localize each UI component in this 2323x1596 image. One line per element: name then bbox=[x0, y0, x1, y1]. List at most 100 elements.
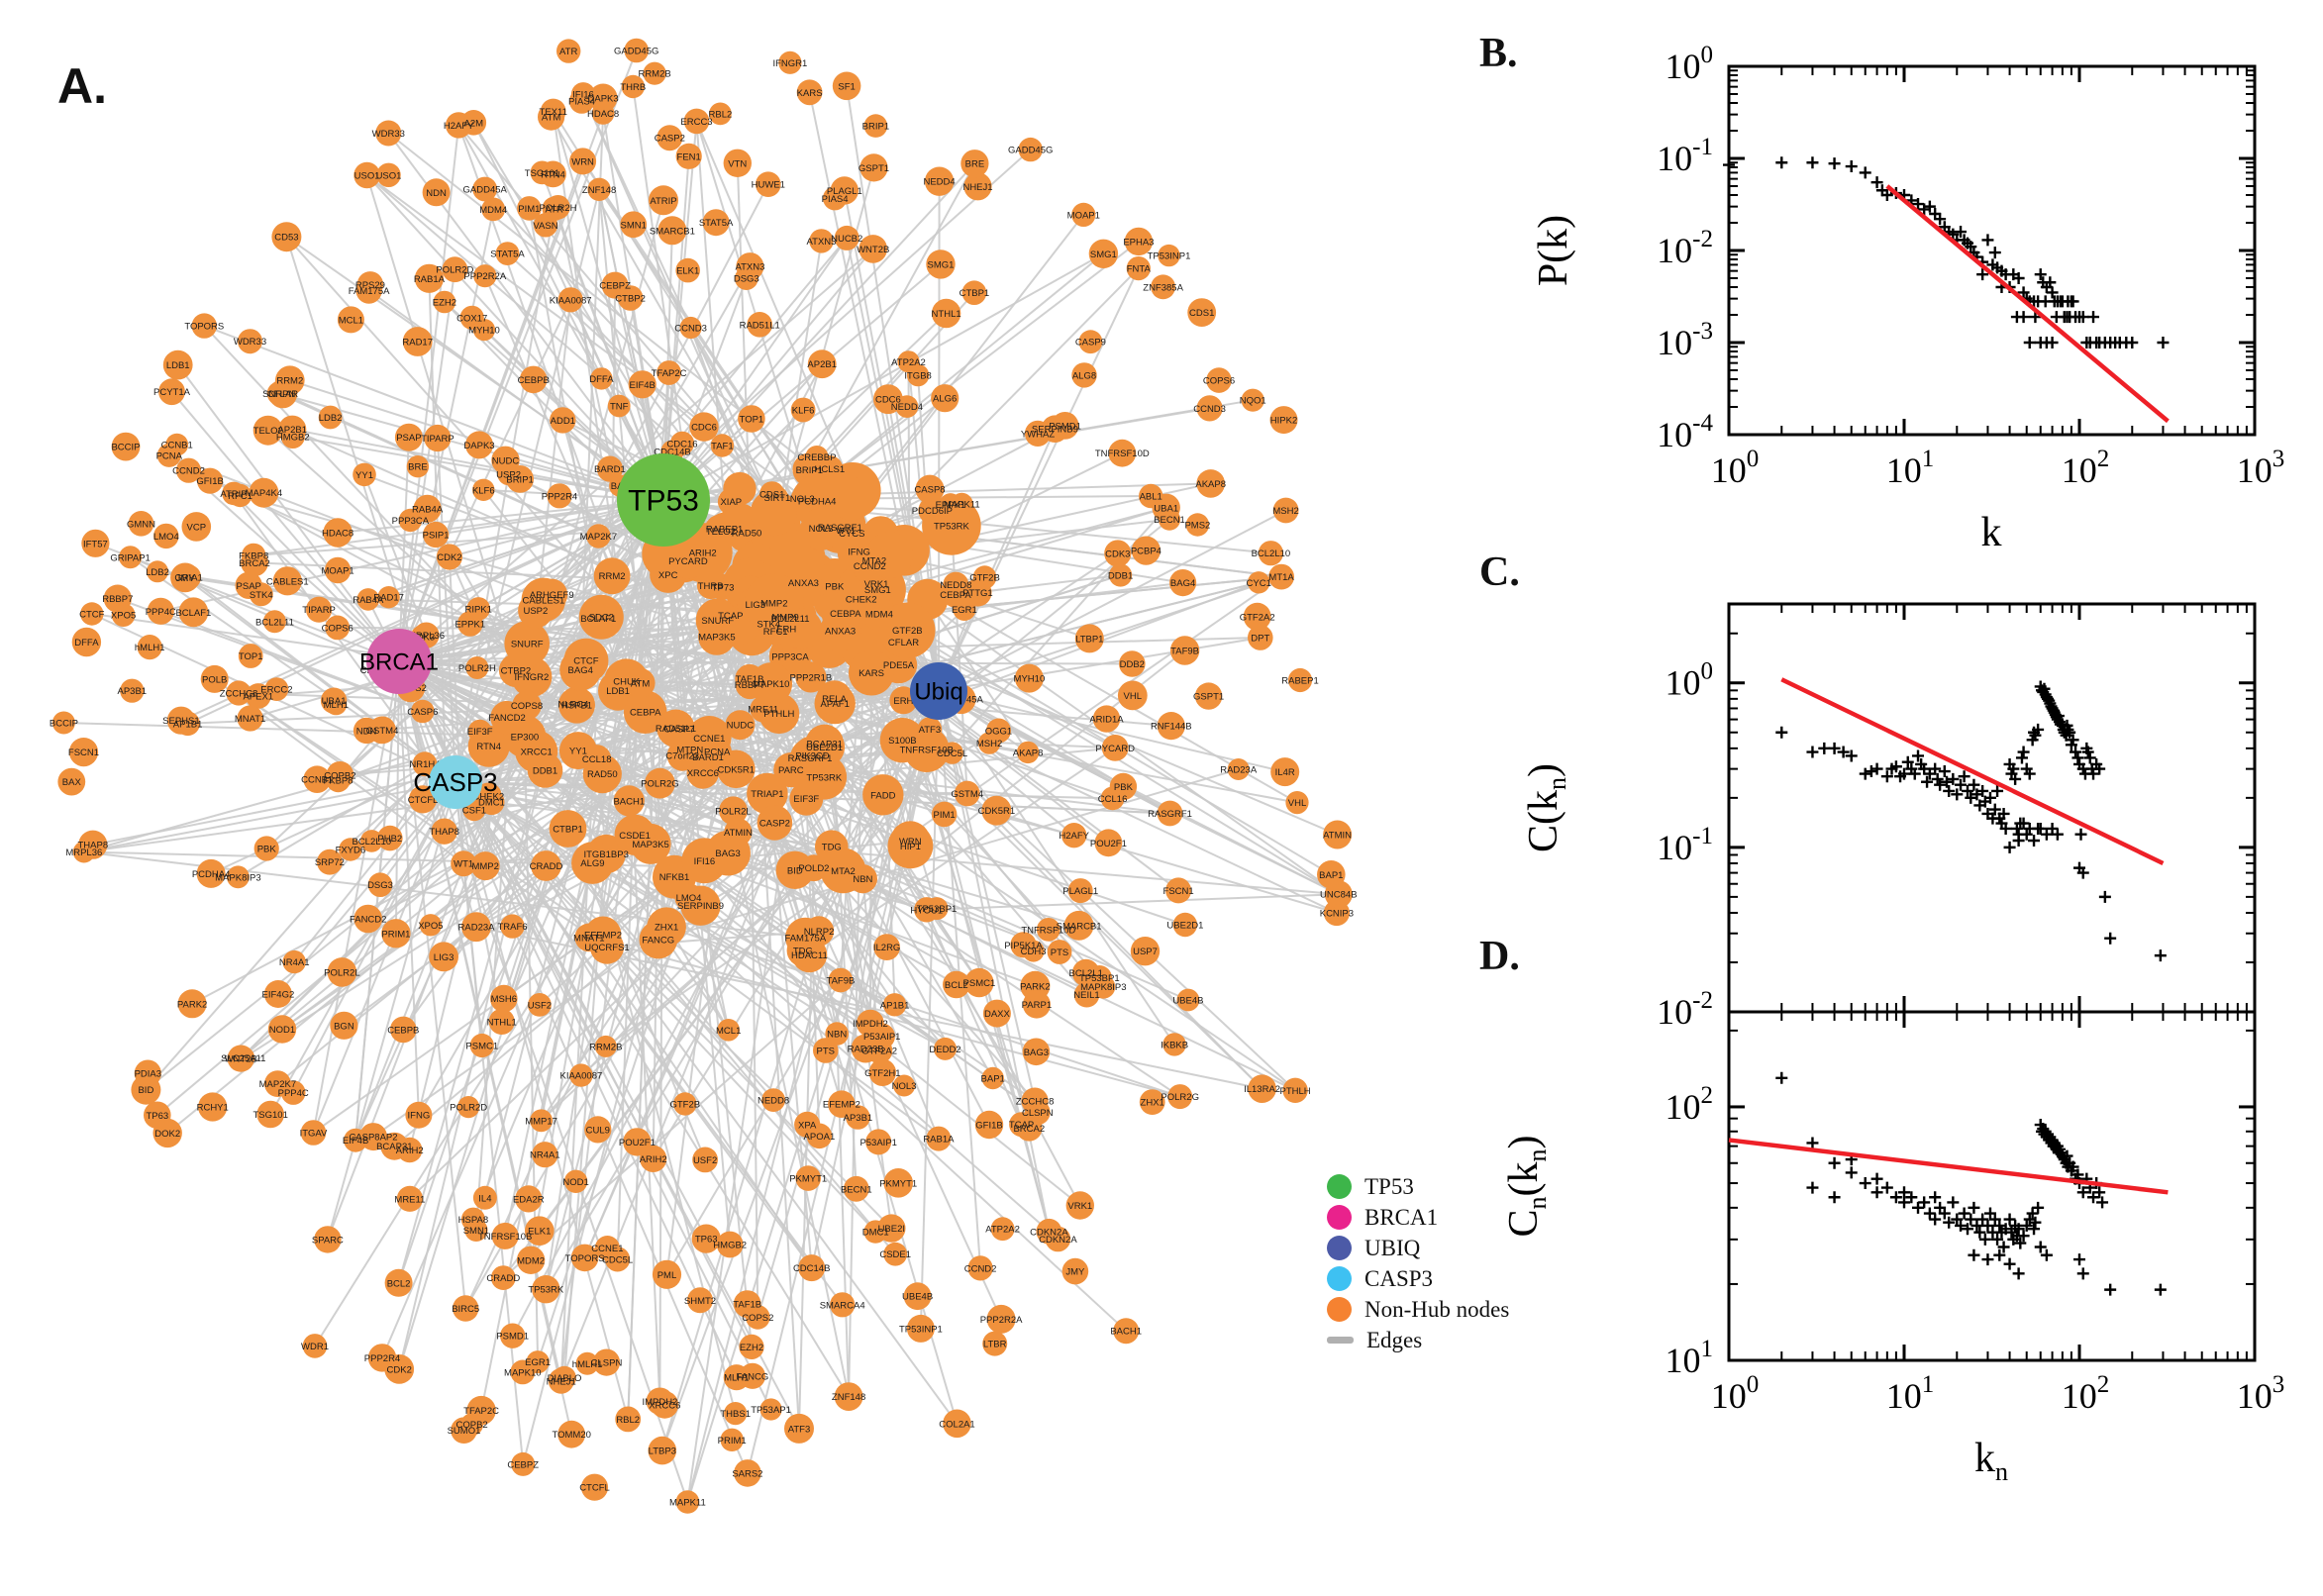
network-node bbox=[849, 649, 894, 696]
network-node-label: UBA1 bbox=[1154, 503, 1178, 514]
network-node-label: FKBP8 bbox=[323, 776, 353, 787]
network-node bbox=[1194, 682, 1223, 710]
network-node-label: PKMYT1 bbox=[879, 1178, 917, 1189]
network-node-label: CEBPB bbox=[518, 375, 550, 386]
network-node-label: CTBP2 bbox=[501, 666, 532, 677]
network-node bbox=[895, 395, 919, 418]
network-node-label: AP2B1 bbox=[807, 359, 837, 370]
network-node bbox=[757, 805, 793, 841]
network-node bbox=[356, 588, 380, 611]
network-node-label: PIM1 bbox=[518, 204, 540, 215]
network-node-label: TIPARP bbox=[302, 605, 336, 616]
network-node-label: SMN1 bbox=[620, 220, 646, 231]
network-node bbox=[457, 1096, 480, 1119]
network-node-label: SDC2 bbox=[589, 613, 614, 624]
network-node-label: MSH6 bbox=[491, 994, 517, 1005]
network-node-label: RELA bbox=[822, 694, 847, 705]
network-node-label: RASGRF1 bbox=[788, 753, 833, 764]
network-node-label: EIF4B bbox=[629, 380, 655, 391]
network-node-label: DPT bbox=[1251, 634, 1269, 645]
network-node-label: HYOU1 bbox=[910, 905, 943, 916]
network-node-label: PBK bbox=[825, 581, 845, 592]
network-node bbox=[238, 644, 263, 668]
network-node-label: MMP2 bbox=[760, 599, 787, 610]
network-node bbox=[353, 717, 380, 745]
network-node-label: H2AFY bbox=[1059, 831, 1089, 842]
network-node-label: TP53RK bbox=[528, 1285, 564, 1296]
network-node bbox=[556, 39, 581, 63]
network-node-label: BID bbox=[138, 1085, 153, 1096]
network-node bbox=[1187, 298, 1217, 327]
network-node-label: WT1 bbox=[454, 859, 473, 870]
network-node-label: DSG3 bbox=[367, 880, 393, 891]
svg-text:101: 101 bbox=[1666, 1336, 1714, 1380]
network-node-label: PDIA3 bbox=[135, 1069, 161, 1080]
network-node-label: CYC1 bbox=[1247, 578, 1271, 589]
network-node-label: PCBP4 bbox=[1131, 547, 1162, 557]
network-node-label: THAP8 bbox=[429, 827, 459, 838]
network-node bbox=[1088, 239, 1119, 268]
network-node-label: VTN bbox=[728, 158, 747, 169]
network-node-label: PSMC1 bbox=[963, 978, 996, 989]
network-node-label: RABEP1 bbox=[706, 524, 744, 535]
network-node-label: UNC84B bbox=[1320, 890, 1358, 901]
network-node bbox=[491, 1222, 519, 1249]
network-node bbox=[794, 1111, 821, 1138]
network-node-label: ERH bbox=[893, 696, 913, 707]
network-node bbox=[834, 1382, 863, 1411]
network-node bbox=[1065, 1191, 1095, 1220]
network-node bbox=[800, 507, 844, 550]
network-node-label: ERCC2 bbox=[260, 685, 292, 696]
network-node bbox=[71, 627, 102, 657]
network-node-label: BAG4 bbox=[568, 665, 593, 676]
network-node bbox=[649, 185, 678, 216]
network-node-label: COPS6 bbox=[1203, 376, 1235, 387]
network-node-label: PPP4C bbox=[278, 1088, 309, 1099]
network-node-label: TP53RK bbox=[934, 521, 970, 532]
network-node-label: PSMD1 bbox=[496, 1332, 529, 1343]
network-node-label: TFAP2C bbox=[463, 1406, 499, 1417]
network-node bbox=[628, 370, 656, 399]
network-node bbox=[719, 503, 760, 545]
network-node-label: SMG1 bbox=[1090, 249, 1117, 260]
network-node bbox=[460, 110, 487, 136]
network-node-label: NEIL1 bbox=[1073, 990, 1099, 1001]
network-node bbox=[356, 271, 384, 298]
network-node bbox=[262, 610, 286, 634]
network-node-label: ATP2A2 bbox=[891, 357, 926, 368]
network-node bbox=[926, 1126, 952, 1151]
network-node-label: PCYT1A bbox=[153, 387, 191, 398]
network-node-label: PBK bbox=[257, 845, 277, 855]
network-node bbox=[396, 1185, 423, 1212]
network-node bbox=[436, 544, 462, 570]
network-node-label: HSPA8 bbox=[458, 1215, 488, 1226]
hub-node-tp53: TP53 bbox=[617, 453, 710, 547]
hub-node-casp3: CASP3 bbox=[413, 755, 498, 809]
network-node bbox=[226, 680, 252, 706]
network-node bbox=[429, 942, 458, 972]
network-node bbox=[119, 546, 143, 569]
svg-text:10-4: 10-4 bbox=[1657, 410, 1713, 454]
network-node-label: ATM bbox=[631, 678, 650, 689]
network-node bbox=[725, 710, 756, 741]
legend-label: TP53 bbox=[1364, 1173, 1414, 1199]
network-node-label: CDC14B bbox=[654, 448, 691, 458]
network-node-label: NLRC4 bbox=[557, 700, 588, 711]
network-node bbox=[1119, 650, 1146, 677]
network-node-label: POLR2H bbox=[539, 203, 576, 214]
network-node bbox=[786, 934, 820, 967]
network-node bbox=[120, 678, 145, 703]
network-node-label: FANCG bbox=[737, 1371, 769, 1382]
network-node bbox=[1014, 663, 1044, 693]
network-node-label: PRIM1 bbox=[718, 1436, 747, 1446]
network-node-label: DMC1 bbox=[478, 798, 505, 809]
svg-text:kn​: kn​ bbox=[1974, 1436, 2008, 1486]
network-node-label: ATMIN bbox=[724, 828, 753, 839]
network-node-label: PPP4C bbox=[146, 607, 176, 618]
network-node-label: MLH1 bbox=[324, 700, 349, 711]
network-node bbox=[516, 1246, 546, 1275]
network-node-label: TP53AP1 bbox=[751, 1405, 791, 1416]
network-node-label: RAD17 bbox=[402, 338, 433, 349]
network-node bbox=[623, 690, 667, 734]
network-node bbox=[1094, 829, 1123, 857]
